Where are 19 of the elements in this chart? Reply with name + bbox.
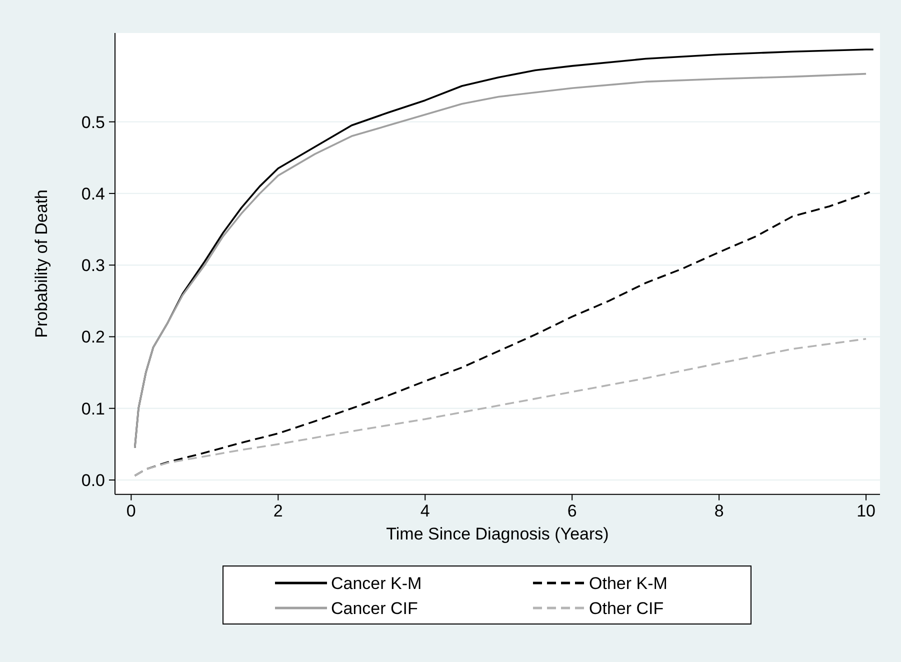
y-axis-title: Probability of Death xyxy=(32,189,51,338)
x-tick-label: 0 xyxy=(126,501,136,520)
y-tick-label: 0.1 xyxy=(81,399,105,418)
x-tick-label: 8 xyxy=(714,501,724,520)
legend-label: Other K-M xyxy=(589,574,668,593)
legend-label: Cancer CIF xyxy=(331,599,418,618)
x-tick-label: 2 xyxy=(273,501,283,520)
x-tick-label: 10 xyxy=(856,501,876,520)
x-tick-label: 4 xyxy=(420,501,430,520)
x-tick-label: 6 xyxy=(567,501,577,520)
y-tick-label: 0.0 xyxy=(81,470,105,490)
y-tick-label: 0.3 xyxy=(81,256,105,276)
line-series xyxy=(134,338,867,477)
y-tick-label: 0.4 xyxy=(81,184,105,204)
y-tick-label: 0.5 xyxy=(81,112,105,132)
y-tick-label: 0.2 xyxy=(81,328,105,347)
x-axis-title: Time Since Diagnosis (Years) xyxy=(386,524,609,544)
legend-label: Cancer K-M xyxy=(331,574,422,593)
legend-label: Other CIF xyxy=(589,599,664,618)
